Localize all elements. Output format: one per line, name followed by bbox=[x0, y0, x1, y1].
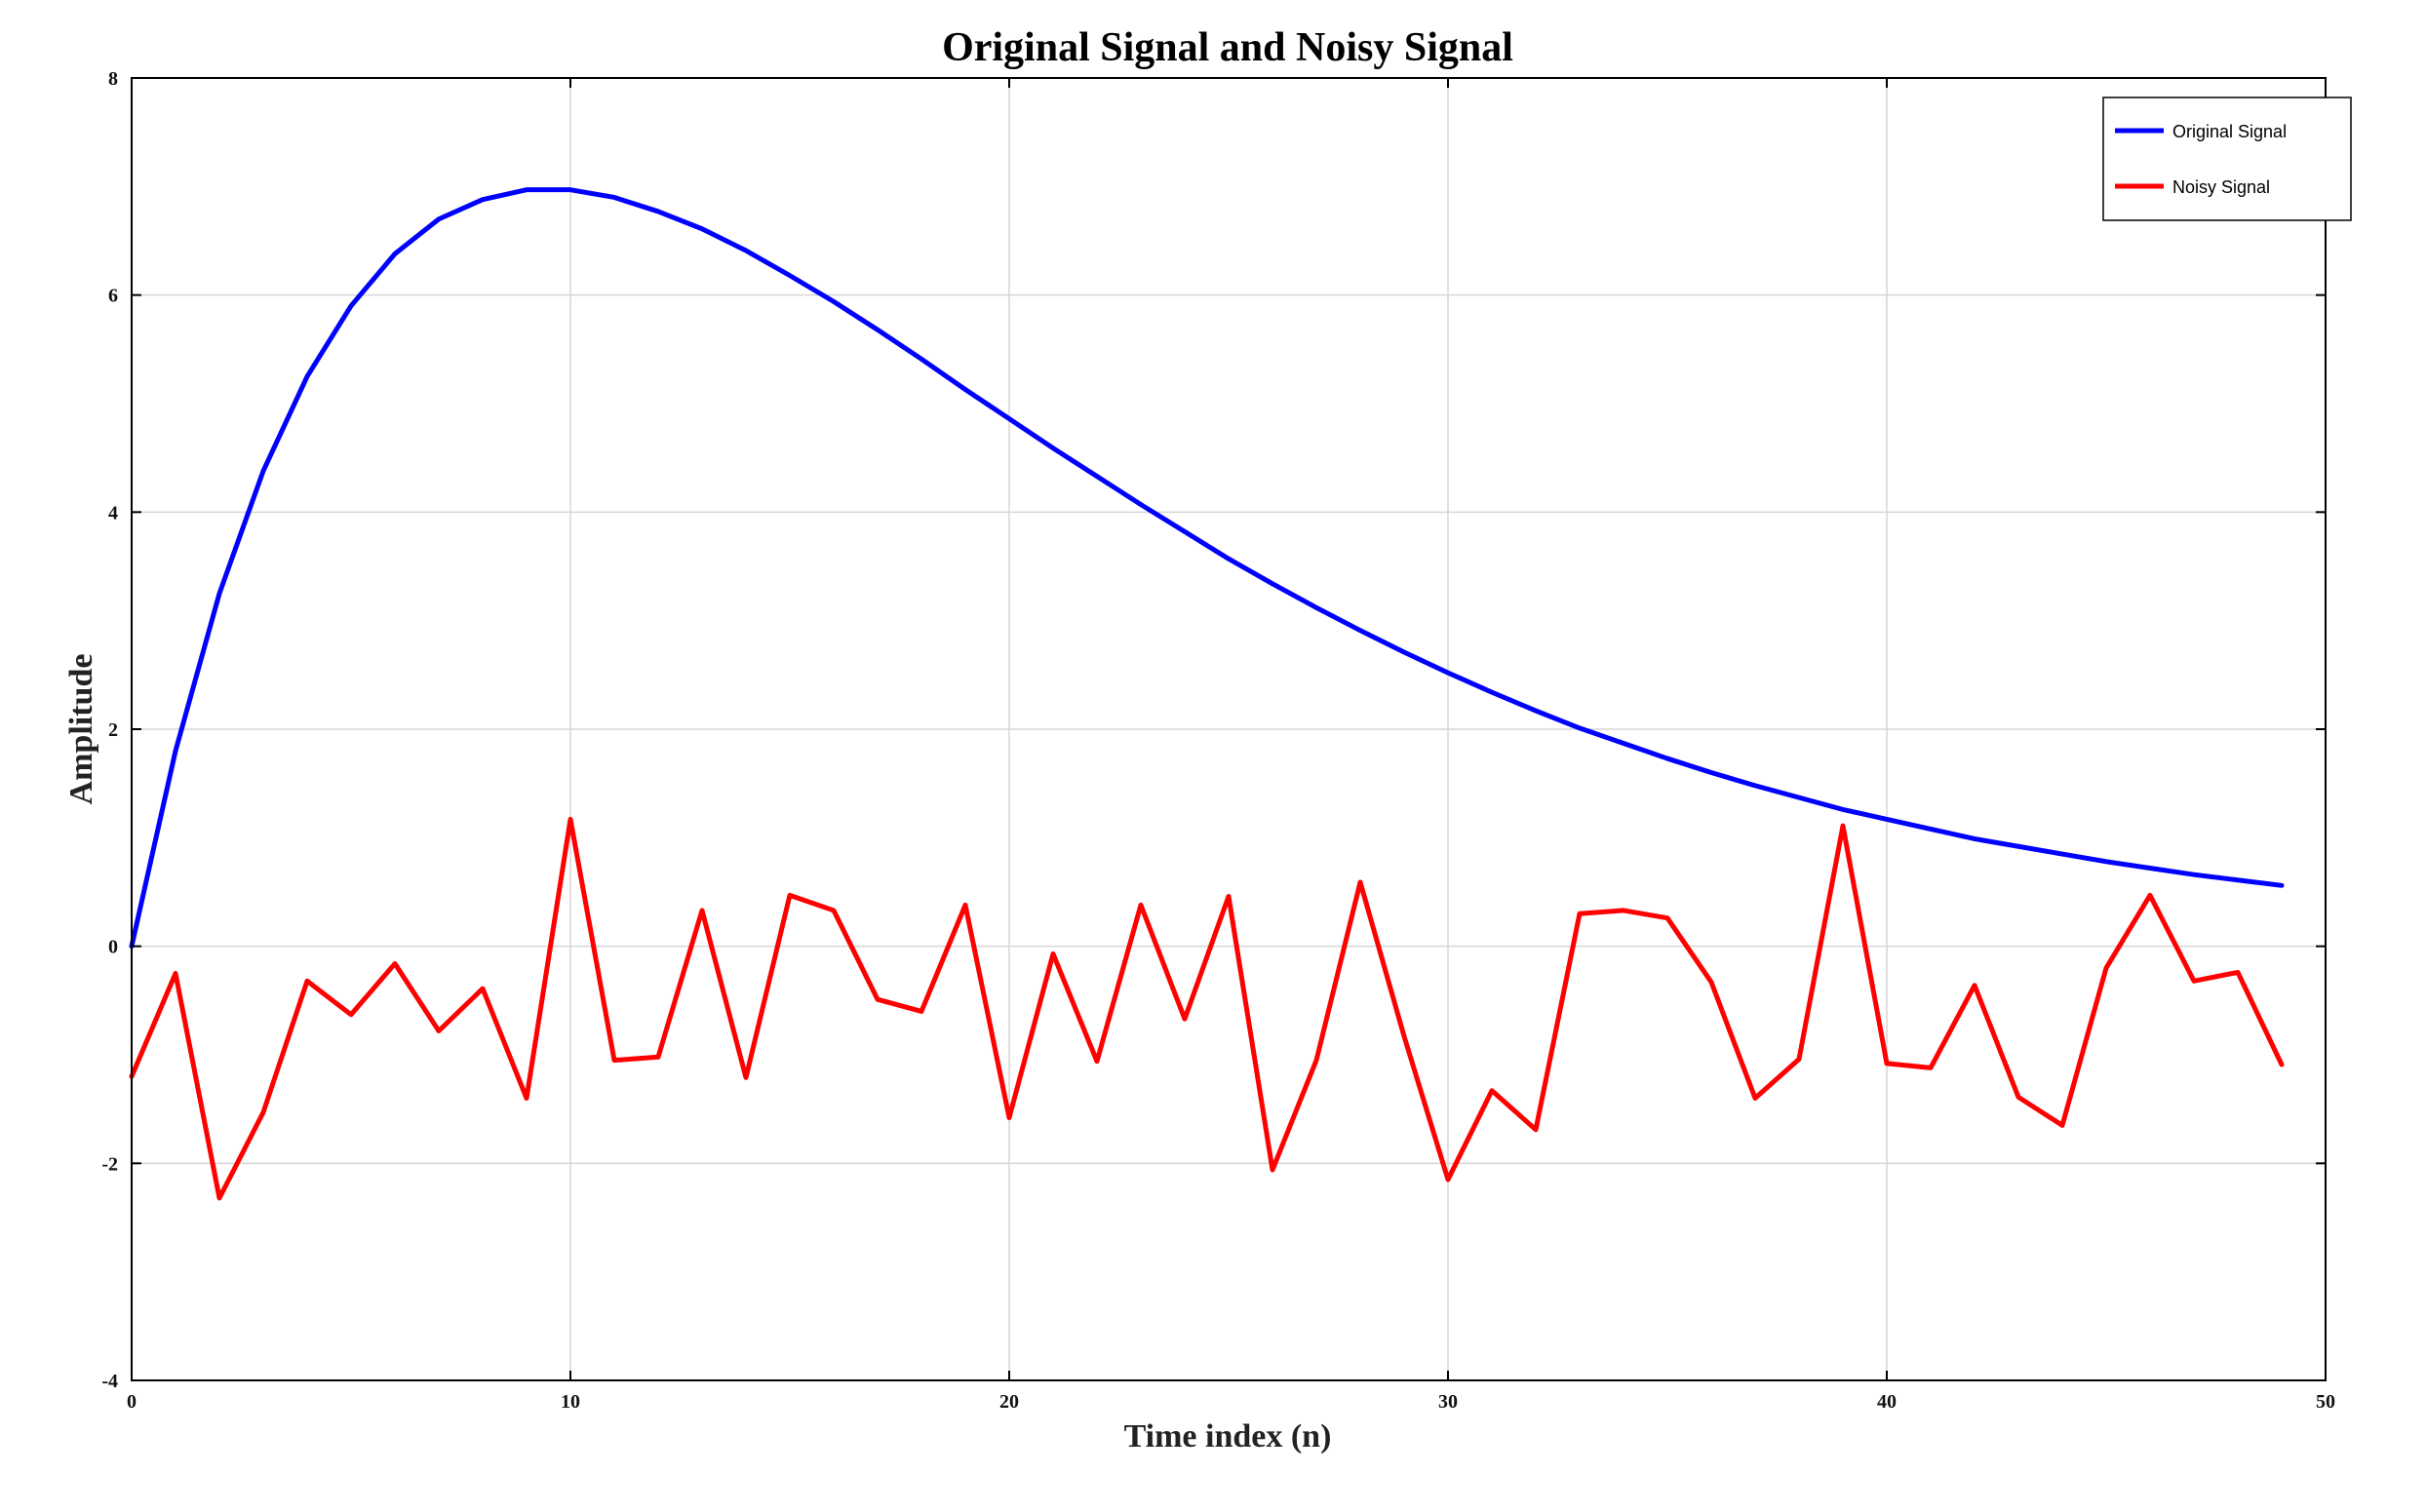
x-tick-label: 50 bbox=[2316, 1391, 2335, 1413]
y-tick-label: 0 bbox=[108, 937, 118, 958]
y-tick-label: 6 bbox=[108, 286, 118, 307]
axes bbox=[131, 77, 2327, 1381]
x-tick-label: 20 bbox=[999, 1391, 1019, 1413]
x-tick-label: 30 bbox=[1438, 1391, 1458, 1413]
y-tick-label: 2 bbox=[108, 719, 118, 741]
y-tick-label: 4 bbox=[108, 502, 118, 523]
legend-box bbox=[2102, 97, 2352, 221]
series-line-noisy bbox=[129, 816, 2285, 1201]
grid bbox=[132, 78, 2326, 1380]
legend-label-original: Original Signal bbox=[2172, 122, 2287, 141]
tick-labels: 0 10 20 30 40 50 -4 -2 0 2 4 6 8 bbox=[101, 68, 2335, 1413]
x-tick-label: 10 bbox=[561, 1391, 580, 1413]
y-axis-title: Amplitude bbox=[63, 654, 99, 805]
series-lines bbox=[129, 187, 2285, 1201]
y-tick-label: 8 bbox=[108, 68, 118, 90]
y-tick-label: -4 bbox=[101, 1371, 118, 1392]
series-line-original bbox=[129, 187, 2285, 950]
chart-title: Original Signal and Noisy Signal bbox=[942, 25, 1513, 70]
x-axis-title: Time index (n) bbox=[1124, 1418, 1332, 1454]
x-tick-label: 40 bbox=[1877, 1391, 1897, 1413]
legend: Original Signal Noisy Signal bbox=[2102, 97, 2352, 221]
legend-label-noisy: Noisy Signal bbox=[2172, 177, 2270, 197]
x-tick-label: 0 bbox=[127, 1391, 137, 1413]
y-tick-label: -2 bbox=[101, 1153, 118, 1175]
